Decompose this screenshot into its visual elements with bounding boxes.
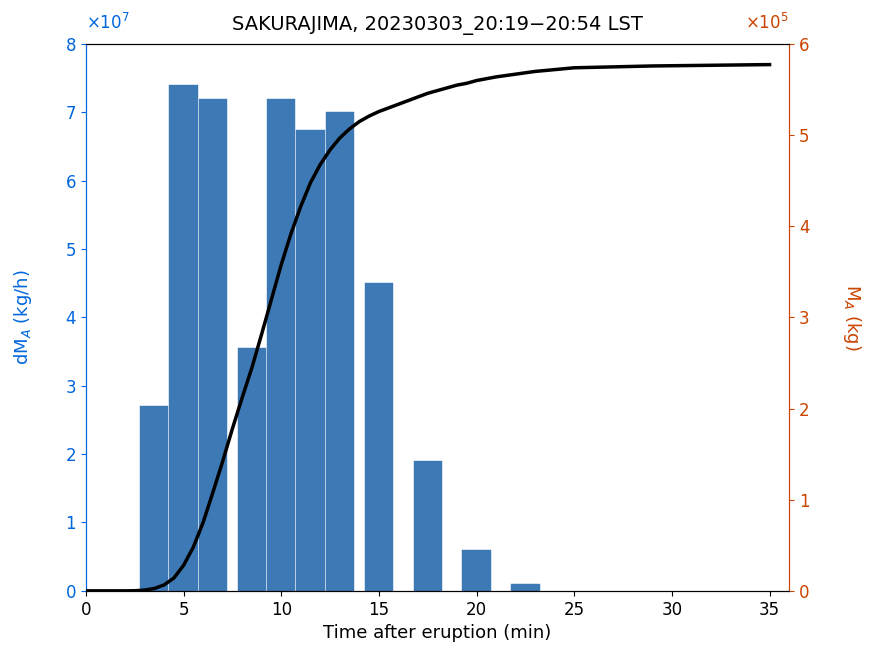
Text: $\times$10$^7$: $\times$10$^7$ — [86, 13, 130, 33]
Bar — [414, 461, 442, 591]
X-axis label: Time after eruption (min): Time after eruption (min) — [324, 624, 551, 642]
Text: dM$_A$ (kg/h): dM$_A$ (kg/h) — [11, 270, 33, 365]
Bar — [462, 550, 491, 591]
Bar — [170, 85, 198, 591]
Bar — [365, 283, 393, 591]
Bar — [267, 99, 296, 591]
Bar — [140, 406, 169, 591]
Bar — [199, 99, 227, 591]
Bar — [511, 584, 540, 591]
Text: $\times$10$^5$: $\times$10$^5$ — [746, 13, 789, 33]
Bar — [326, 112, 354, 591]
Bar — [238, 348, 266, 591]
Text: M$_A$ (kg): M$_A$ (kg) — [842, 284, 864, 351]
Bar — [297, 129, 325, 591]
Title: SAKURAJIMA, 20230303_20:19−20:54 LST: SAKURAJIMA, 20230303_20:19−20:54 LST — [232, 16, 643, 35]
